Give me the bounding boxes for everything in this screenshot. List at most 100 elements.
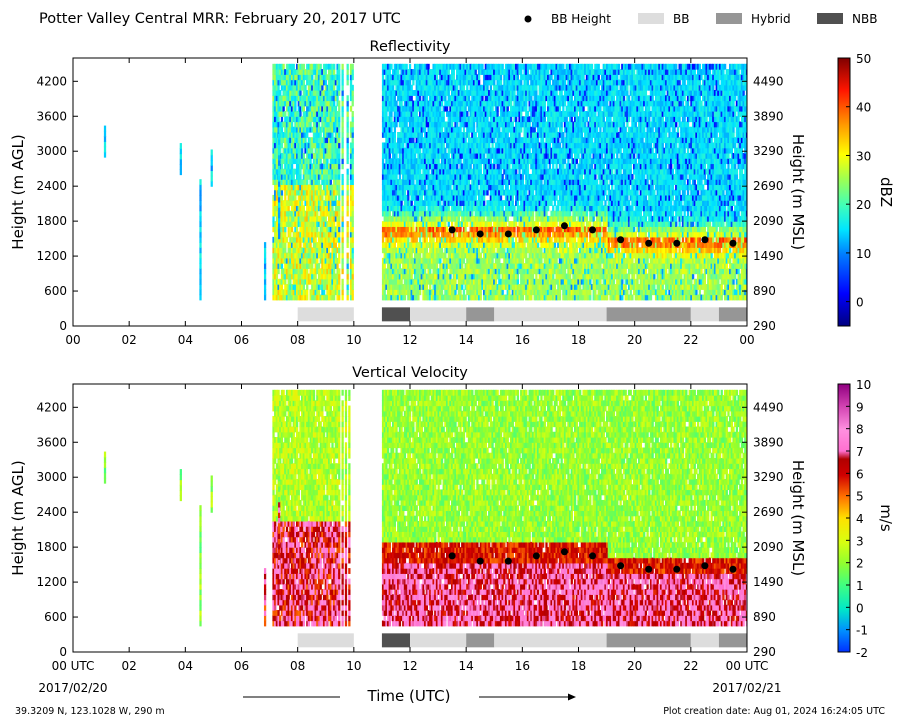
heatmap-cell xyxy=(287,69,290,75)
heatmap-cell xyxy=(483,226,486,233)
heatmap-cell xyxy=(472,215,476,222)
heatmap-cell xyxy=(312,215,316,222)
heatmap-cell xyxy=(297,294,300,301)
heatmap-cell xyxy=(427,194,430,201)
heatmap-cell xyxy=(422,95,425,102)
heatmap-cell xyxy=(407,74,410,81)
heatmap-cell xyxy=(282,111,285,117)
heatmap-cell xyxy=(316,189,319,196)
heatmap-cell xyxy=(316,111,319,117)
heatmap-cell xyxy=(400,194,403,201)
heatmap-cell xyxy=(289,294,292,301)
heatmap-cell xyxy=(434,205,437,212)
heatmap-cell xyxy=(408,168,412,175)
heatmap-cell xyxy=(289,179,292,186)
heatmap-cell xyxy=(336,126,339,133)
heatmap-cell xyxy=(349,147,353,154)
heatmap-cell xyxy=(457,284,461,290)
heatmap-cell xyxy=(467,116,471,123)
heatmap-cell xyxy=(432,163,435,170)
heatmap-cell xyxy=(405,289,408,296)
heatmap-cell xyxy=(392,242,395,248)
heatmap-cell xyxy=(403,257,407,264)
heatmap-cell xyxy=(420,247,423,254)
heatmap-cell xyxy=(467,69,471,75)
heatmap-cell xyxy=(336,168,339,175)
heatmap-cell xyxy=(494,284,498,290)
heatmap-cell xyxy=(314,257,317,264)
heatmap-cell xyxy=(471,147,474,154)
heatmap-cell xyxy=(491,126,494,133)
heatmap-cell xyxy=(319,189,322,196)
heatmap-cell xyxy=(407,263,410,269)
heatmap-cell xyxy=(287,142,290,149)
heatmap-cell xyxy=(412,158,415,165)
heatmap-cell xyxy=(469,263,472,269)
heatmap-cell xyxy=(491,152,494,159)
heatmap-cell xyxy=(402,263,405,269)
heatmap-cell xyxy=(275,168,279,175)
heatmap-cell xyxy=(486,116,489,123)
heatmap-cell xyxy=(295,131,299,138)
heatmap-cell xyxy=(429,215,432,222)
heatmap-cell xyxy=(272,131,275,138)
heatmap-cell xyxy=(297,257,300,264)
heatmap-cell xyxy=(294,184,297,191)
heatmap-cell xyxy=(417,69,420,75)
heatmap-cell xyxy=(466,252,469,259)
heatmap-cell xyxy=(415,278,418,285)
heatmap-cell xyxy=(493,242,496,248)
heatmap-cell xyxy=(494,69,498,75)
heatmap-cell xyxy=(274,173,277,180)
heatmap-cell xyxy=(279,105,282,112)
heatmap-cell xyxy=(445,236,449,243)
heatmap-cell xyxy=(418,79,422,86)
heatmap-cell xyxy=(407,189,410,196)
heatmap-cell xyxy=(336,163,339,170)
heatmap-cell xyxy=(329,221,332,227)
heatmap-cell xyxy=(289,284,292,290)
heatmap-cell xyxy=(290,226,294,233)
heatmap-cell xyxy=(456,168,459,175)
heatmap-cell xyxy=(477,278,481,285)
heatmap-cell xyxy=(439,268,442,275)
heatmap-cell xyxy=(430,179,434,186)
heatmap-cell xyxy=(493,173,496,180)
heatmap-cell xyxy=(274,69,277,75)
heatmap-cell xyxy=(451,131,454,138)
heatmap-cell xyxy=(309,63,312,70)
heatmap-cell xyxy=(299,142,302,149)
heatmap-cell xyxy=(279,74,282,81)
heatmap-cell xyxy=(317,147,321,154)
heatmap-cell xyxy=(279,100,282,107)
heatmap-cell xyxy=(488,252,491,259)
heatmap-cell xyxy=(491,273,494,280)
heatmap-cell xyxy=(422,210,425,217)
heatmap-cell xyxy=(341,210,344,217)
heatmap-cell xyxy=(294,210,297,217)
heatmap-cell xyxy=(336,95,339,102)
heatmap-cell xyxy=(486,137,489,144)
heatmap-cell xyxy=(417,168,420,175)
heatmap-cell xyxy=(477,221,481,227)
heatmap-cell xyxy=(425,137,429,144)
heatmap-cell xyxy=(306,242,309,248)
heatmap-cell xyxy=(284,268,287,275)
heatmap-cell xyxy=(341,278,344,285)
heatmap-cell xyxy=(418,247,422,254)
heatmap-cell xyxy=(405,173,408,180)
heatmap-cell xyxy=(479,168,482,175)
heatmap-cell xyxy=(467,100,471,107)
heatmap-cell xyxy=(338,215,341,222)
heatmap-cell xyxy=(412,179,415,186)
heatmap-cell xyxy=(400,95,403,102)
heatmap-cell xyxy=(331,184,334,191)
heatmap-cell xyxy=(425,221,429,227)
heatmap-cell xyxy=(403,69,407,75)
heatmap-cell xyxy=(486,121,489,128)
heatmap-cell xyxy=(386,168,390,175)
heatmap-cell xyxy=(290,147,294,154)
heatmap-cell xyxy=(466,111,469,117)
heatmap-cell xyxy=(494,189,498,196)
heatmap-cell xyxy=(349,294,353,301)
